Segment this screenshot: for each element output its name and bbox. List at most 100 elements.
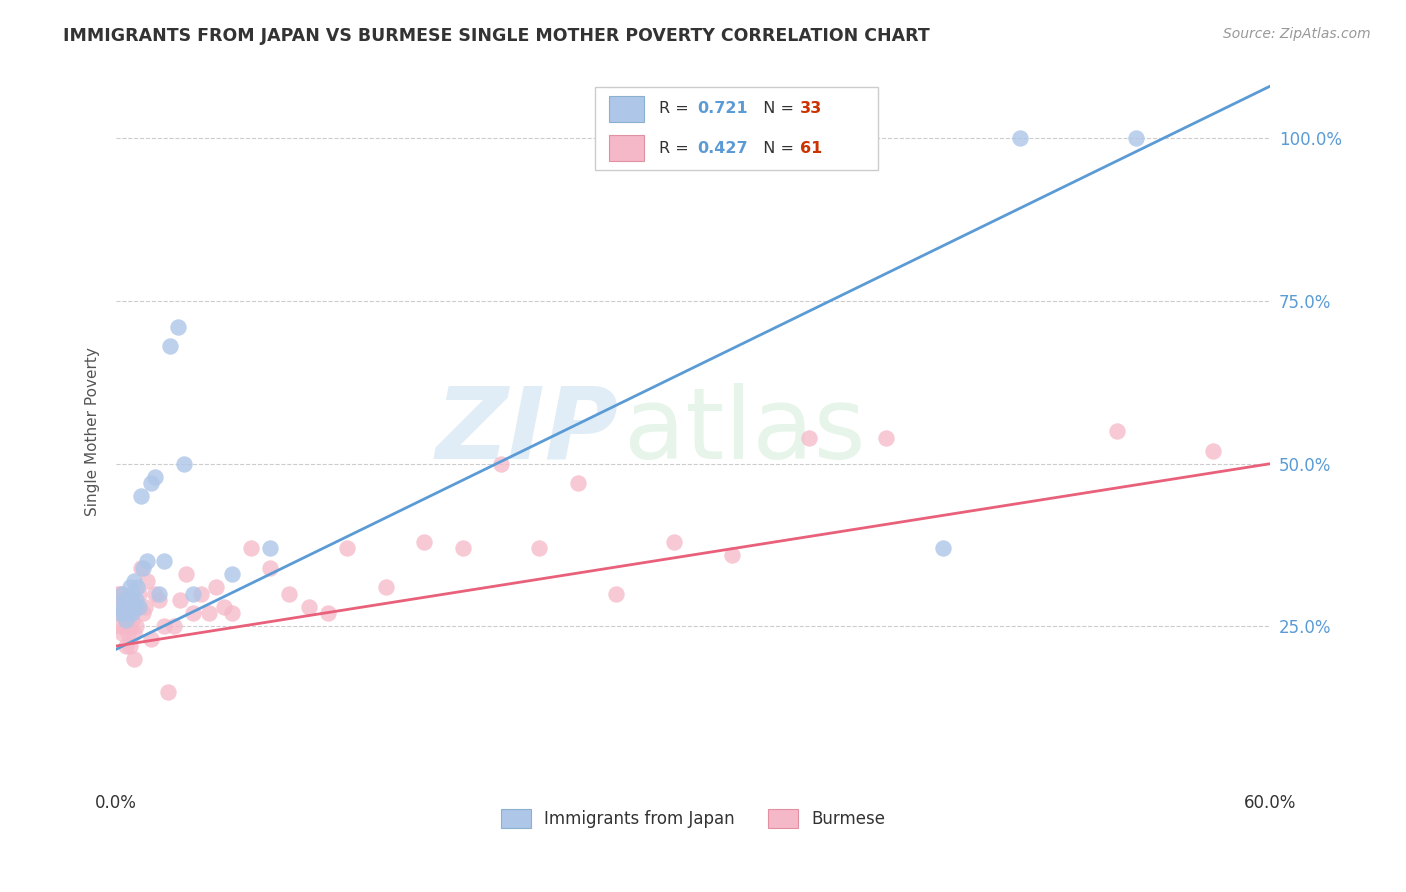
Point <box>121 607 143 621</box>
Point <box>159 339 181 353</box>
Point <box>115 613 138 627</box>
Point <box>153 554 176 568</box>
Point <box>122 574 145 588</box>
Point <box>128 587 150 601</box>
Text: 0.721: 0.721 <box>697 101 748 116</box>
Point <box>111 587 134 601</box>
Point <box>1125 131 1147 145</box>
Point <box>181 607 204 621</box>
Point <box>259 561 281 575</box>
Point <box>173 457 195 471</box>
Point <box>115 599 138 614</box>
Point <box>107 587 129 601</box>
FancyBboxPatch shape <box>595 87 877 169</box>
Point <box>117 626 139 640</box>
Text: IMMIGRANTS FROM JAPAN VS BURMESE SINGLE MOTHER POVERTY CORRELATION CHART: IMMIGRANTS FROM JAPAN VS BURMESE SINGLE … <box>63 27 929 45</box>
Point <box>127 580 149 594</box>
Point <box>115 597 138 611</box>
Point <box>1105 424 1128 438</box>
Point <box>932 541 955 556</box>
Point <box>153 619 176 633</box>
Point <box>132 607 155 621</box>
Point <box>529 541 551 556</box>
Point <box>112 593 135 607</box>
Point <box>721 548 744 562</box>
Point <box>132 561 155 575</box>
Point <box>124 619 146 633</box>
Point <box>128 599 150 614</box>
Point <box>139 476 162 491</box>
Point <box>875 431 897 445</box>
Point <box>221 567 243 582</box>
Point <box>662 534 685 549</box>
Point <box>118 619 141 633</box>
Point <box>112 607 135 621</box>
Point <box>112 593 135 607</box>
Point <box>174 567 197 582</box>
Point <box>136 574 159 588</box>
Point <box>139 632 162 647</box>
Point <box>797 431 820 445</box>
Point <box>115 639 138 653</box>
Point <box>148 587 170 601</box>
Text: R =: R = <box>659 141 693 156</box>
Point <box>221 607 243 621</box>
Point <box>121 593 143 607</box>
Text: R =: R = <box>659 101 693 116</box>
Text: 0.427: 0.427 <box>697 141 748 156</box>
Point <box>118 639 141 653</box>
Point <box>489 457 512 471</box>
Point <box>374 580 396 594</box>
Point <box>124 593 146 607</box>
Point <box>205 580 228 594</box>
Point <box>259 541 281 556</box>
Point <box>117 607 139 621</box>
Point <box>108 619 131 633</box>
Point <box>129 561 152 575</box>
Point <box>239 541 262 556</box>
Text: 33: 33 <box>800 101 821 116</box>
Point <box>111 607 134 621</box>
Point <box>1010 131 1032 145</box>
FancyBboxPatch shape <box>609 135 644 161</box>
Text: atlas: atlas <box>624 383 866 480</box>
Point <box>122 599 145 614</box>
Point <box>451 541 474 556</box>
Point <box>143 587 166 601</box>
Point <box>122 652 145 666</box>
Point <box>143 469 166 483</box>
Text: ZIP: ZIP <box>436 383 619 480</box>
Point <box>107 607 129 621</box>
Point <box>181 587 204 601</box>
Point <box>567 476 589 491</box>
Point <box>111 599 134 614</box>
Point <box>336 541 359 556</box>
Point <box>190 587 212 601</box>
Point <box>108 599 131 614</box>
Point <box>278 587 301 601</box>
Point <box>157 684 180 698</box>
Text: N =: N = <box>754 101 800 116</box>
Point <box>413 534 436 549</box>
Point <box>115 613 138 627</box>
Point <box>108 607 131 621</box>
Point <box>298 599 321 614</box>
Text: N =: N = <box>754 141 800 156</box>
Point <box>148 593 170 607</box>
Text: 61: 61 <box>800 141 821 156</box>
Y-axis label: Single Mother Poverty: Single Mother Poverty <box>86 347 100 516</box>
Point <box>112 619 135 633</box>
Legend: Immigrants from Japan, Burmese: Immigrants from Japan, Burmese <box>495 802 893 835</box>
Point <box>117 607 139 621</box>
Point <box>121 587 143 601</box>
FancyBboxPatch shape <box>609 95 644 122</box>
Point <box>1202 443 1225 458</box>
Point <box>605 587 627 601</box>
Point <box>118 597 141 611</box>
Point <box>118 580 141 594</box>
Point <box>197 607 219 621</box>
Point <box>122 626 145 640</box>
Point <box>163 619 186 633</box>
Point <box>127 599 149 614</box>
Point <box>129 489 152 503</box>
